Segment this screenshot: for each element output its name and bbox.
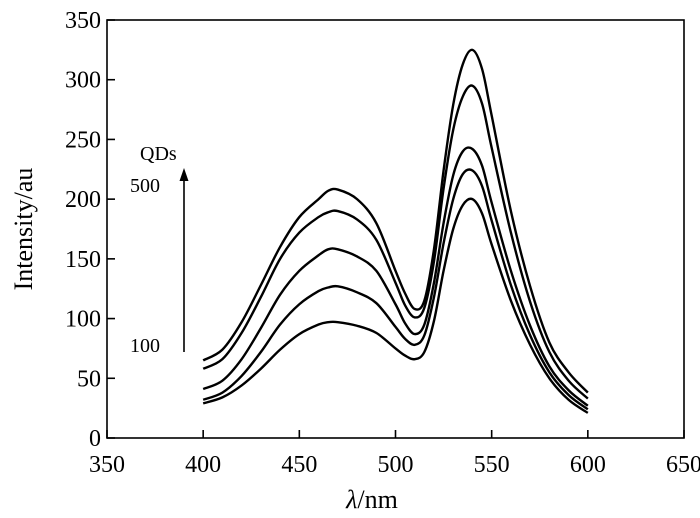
ticks: 350 400 450 500 550 600 650 0 50 100 150 200 250 300 3…: [65, 8, 700, 478]
x-axis-title-symbol: λ: [345, 485, 357, 514]
x-tick-label: 400: [185, 452, 221, 478]
series-line-5: [202, 48, 589, 394]
series-line-1: [202, 197, 589, 414]
y-tick-label: 200: [65, 187, 101, 213]
x-tick-label: 450: [281, 452, 317, 478]
x-tick-label: 650: [666, 452, 700, 478]
y-tick-label: 0: [89, 426, 101, 452]
x-axis-title: λ/nm: [345, 485, 398, 514]
series-line-4: [202, 84, 589, 400]
y-tick-label: 350: [65, 8, 101, 34]
x-tick-label: 600: [570, 452, 606, 478]
qds-annotation: QDs 500 100: [130, 143, 189, 357]
annotation-500-label: 500: [130, 175, 160, 197]
x-tick-label: 500: [378, 452, 414, 478]
plot-frame: [106, 19, 685, 439]
y-tick-label: 50: [77, 366, 101, 392]
series-line-2: [202, 168, 589, 411]
annotation-qds-label: QDs: [140, 143, 177, 165]
y-tick-label: 250: [65, 127, 101, 153]
x-axis-title-unit: /nm: [357, 485, 397, 514]
series-line-3: [202, 146, 589, 407]
annotation-arrow-head: [179, 168, 189, 181]
x-tick-label: 550: [474, 452, 510, 478]
x-tick-label: 350: [89, 452, 125, 478]
y-tick-label: 100: [65, 307, 101, 333]
annotation-100-label: 100: [130, 335, 160, 357]
y-tick-label: 300: [65, 68, 101, 94]
y-tick-label: 150: [65, 247, 101, 273]
y-axis-title: Intensity/au: [9, 168, 38, 291]
series-lines: [202, 48, 589, 414]
